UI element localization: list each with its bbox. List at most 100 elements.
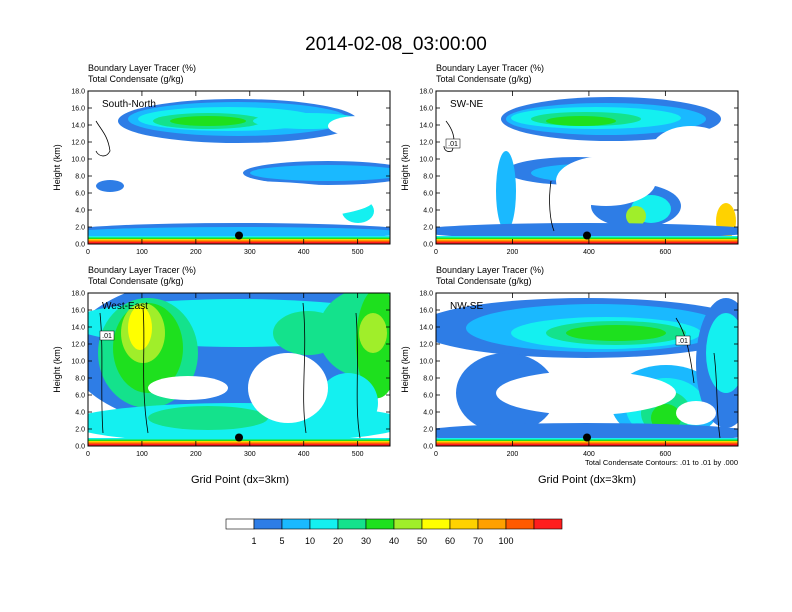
x-tick-label: 0 bbox=[86, 249, 90, 256]
location-marker bbox=[235, 231, 243, 240]
y-tick-label: 8.0 bbox=[423, 174, 433, 181]
y-tick-label: 10.0 bbox=[71, 359, 85, 366]
field-shape bbox=[436, 223, 738, 239]
x-tick-label: 500 bbox=[352, 249, 364, 256]
colorbar-swatch bbox=[281, 518, 311, 530]
x-tick-label: 400 bbox=[583, 451, 595, 458]
contour-label: .01 bbox=[448, 141, 458, 148]
y-tick-label: 16.0 bbox=[71, 308, 85, 315]
x-tick-label: 300 bbox=[244, 451, 256, 458]
contour-label: .01 bbox=[678, 338, 688, 345]
y-tick-label: 4.0 bbox=[423, 410, 433, 417]
condensate-contour bbox=[142, 307, 149, 434]
colorbar-legend: 1 5 10 20 30 40 50 60 70 100 bbox=[225, 518, 563, 546]
panel-sw-ne: .01 Boundary Layer Tracer (%)Total Conden… bbox=[400, 63, 739, 256]
contour-label-box bbox=[99, 330, 115, 341]
x-tick-label: 200 bbox=[507, 249, 519, 256]
x-tick-label: 400 bbox=[298, 249, 310, 256]
field-gap bbox=[496, 371, 676, 415]
colorbar-swatch bbox=[393, 518, 423, 530]
x-tick-label: 200 bbox=[190, 249, 202, 256]
y-tick-label: 2.0 bbox=[75, 427, 85, 434]
location-marker bbox=[583, 433, 591, 442]
x-axis-label-right: Grid Point (dx=3km) bbox=[538, 474, 636, 486]
x-tick-label: 300 bbox=[244, 249, 256, 256]
panel-title-line2: Total Condensate (g/kg) bbox=[88, 276, 184, 286]
x-tick-label: 100 bbox=[136, 451, 148, 458]
field-gap bbox=[103, 181, 373, 221]
y-tick-label: 6.0 bbox=[423, 393, 433, 400]
y-tick-label: 10.0 bbox=[71, 157, 85, 164]
cross-section-label: South-North bbox=[102, 99, 156, 110]
y-axis-label: Height (km) bbox=[52, 346, 62, 393]
x-tick-label: 600 bbox=[660, 249, 672, 256]
condensate-contour bbox=[713, 352, 721, 439]
field-shape bbox=[546, 116, 616, 126]
y-tick-label: 0.0 bbox=[423, 242, 433, 249]
x-tick-label: 200 bbox=[507, 451, 519, 458]
contour-label-box bbox=[675, 335, 691, 346]
colorbar-swatch bbox=[533, 518, 563, 530]
y-tick-label: 2.0 bbox=[423, 225, 433, 232]
y-tick-label: 12.0 bbox=[71, 140, 85, 147]
y-tick-label: 16.0 bbox=[419, 308, 433, 315]
colorbar-label: 100 bbox=[498, 536, 513, 546]
panel-title-line2: Total Condensate (g/kg) bbox=[436, 276, 532, 286]
cross-section-label: West-East bbox=[102, 301, 148, 312]
y-tick-label: 2.0 bbox=[75, 225, 85, 232]
condensate-contour bbox=[95, 120, 111, 157]
y-tick-label: 18.0 bbox=[419, 291, 433, 298]
plot-frame bbox=[435, 90, 739, 245]
y-tick-label: 0.0 bbox=[75, 242, 85, 249]
panel-nw-se: .01 Boundary Layer Tracer (%)Total Conden… bbox=[400, 265, 739, 458]
x-tick-label: 400 bbox=[583, 249, 595, 256]
colorbar-swatch bbox=[477, 518, 507, 530]
y-tick-label: 0.0 bbox=[423, 444, 433, 451]
colorbar-swatch bbox=[505, 518, 535, 530]
colorbar-label: 60 bbox=[445, 536, 455, 546]
y-tick-label: 14.0 bbox=[419, 325, 433, 332]
location-marker bbox=[235, 433, 243, 442]
colorbar-label: 10 bbox=[305, 536, 315, 546]
y-tick-label: 6.0 bbox=[75, 191, 85, 198]
y-tick-label: 6.0 bbox=[423, 191, 433, 198]
field-gap bbox=[556, 156, 656, 206]
colorbar-swatch bbox=[449, 518, 479, 530]
contour-label: .01 bbox=[102, 333, 112, 340]
cross-section-label: SW-NE bbox=[450, 99, 483, 110]
boundary-layer-band bbox=[436, 444, 738, 446]
field-shape bbox=[148, 406, 268, 430]
condensate-contour bbox=[443, 120, 455, 152]
field-gap bbox=[328, 116, 388, 136]
field-gap bbox=[248, 353, 328, 423]
field-gap bbox=[148, 376, 228, 400]
y-tick-label: 14.0 bbox=[419, 123, 433, 130]
panel-title-line2: Total Condensate (g/kg) bbox=[436, 74, 532, 84]
field-shape bbox=[566, 325, 666, 341]
field-shape bbox=[170, 116, 246, 126]
y-tick-label: 18.0 bbox=[419, 89, 433, 96]
field-gap bbox=[651, 126, 731, 176]
y-tick-label: 14.0 bbox=[71, 123, 85, 130]
field-gap bbox=[676, 401, 716, 425]
field-shape bbox=[128, 306, 152, 350]
y-tick-label: 12.0 bbox=[71, 342, 85, 349]
y-tick-label: 16.0 bbox=[419, 106, 433, 113]
cross-section-label: NW-SE bbox=[450, 301, 483, 312]
y-tick-label: 18.0 bbox=[71, 291, 85, 298]
y-tick-label: 8.0 bbox=[75, 174, 85, 181]
panel-title-line2: Total Condensate (g/kg) bbox=[88, 74, 184, 84]
field-shape bbox=[436, 423, 738, 443]
field-shape bbox=[706, 313, 738, 393]
panel-title-line1: Boundary Layer Tracer (%) bbox=[436, 265, 544, 275]
colorbar-swatch bbox=[225, 518, 255, 530]
boundary-layer-band bbox=[88, 242, 390, 244]
plot-frame bbox=[87, 90, 391, 245]
y-tick-label: 14.0 bbox=[71, 325, 85, 332]
colorbar-swatch bbox=[421, 518, 451, 530]
panel-south-north: Boundary Layer Tracer (%)Total Condensat… bbox=[52, 63, 391, 256]
field-shape bbox=[359, 313, 387, 353]
x-tick-label: 0 bbox=[434, 451, 438, 458]
y-tick-label: 8.0 bbox=[75, 376, 85, 383]
y-tick-label: 4.0 bbox=[423, 208, 433, 215]
